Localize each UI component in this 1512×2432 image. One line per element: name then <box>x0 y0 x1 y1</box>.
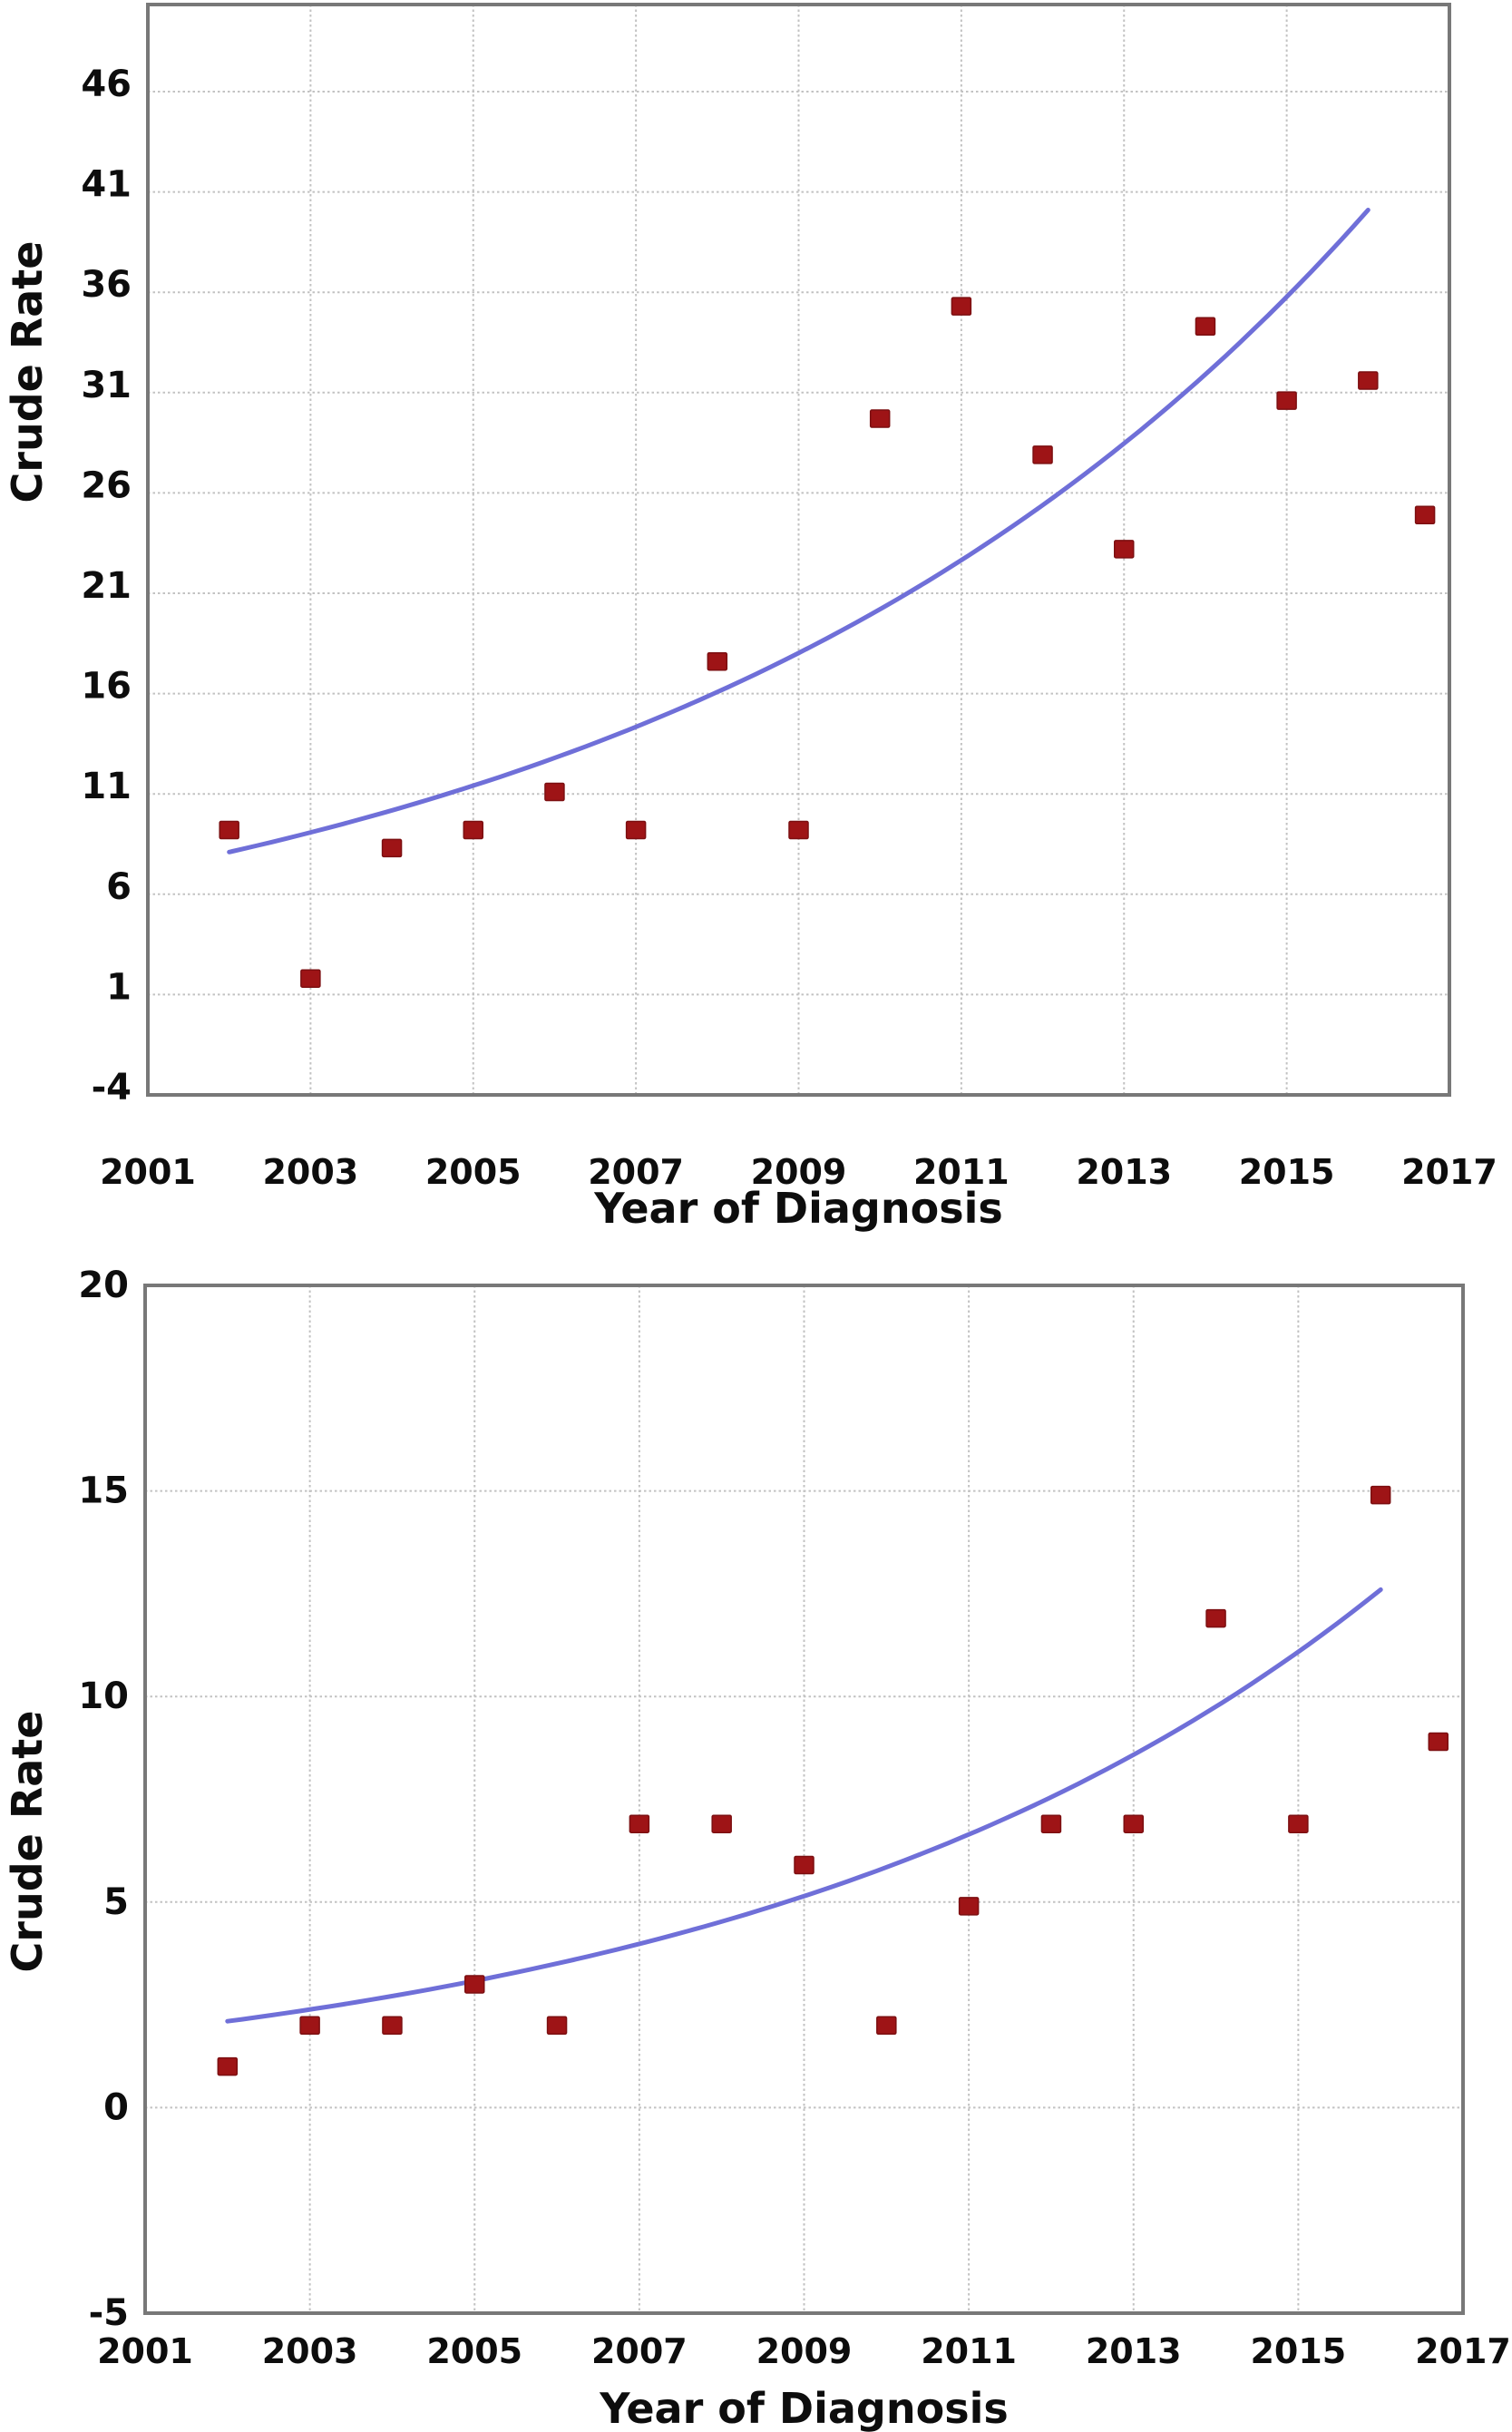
data-point <box>629 1814 650 1833</box>
y-tick-label: 11 <box>81 766 132 807</box>
data-point <box>381 838 403 858</box>
data-point <box>951 297 972 316</box>
y-tick-label: 31 <box>81 365 132 406</box>
y-tick-label: 5 <box>103 1881 129 1923</box>
x-axis-title: Year of Diagnosis <box>599 2384 1008 2432</box>
data-point <box>958 1897 980 1916</box>
x-tick-label: 2007 <box>588 1152 684 1192</box>
data-point <box>1370 1485 1391 1505</box>
y-tick-label: 21 <box>81 565 132 607</box>
x-tick-label: 2015 <box>1250 2331 1346 2371</box>
x-tick-label: 2001 <box>97 2331 193 2371</box>
x-tick-label: 2003 <box>262 2331 358 2371</box>
plot-border <box>143 1284 1465 2315</box>
data-point <box>1288 1814 1309 1833</box>
x-tick-label: 2009 <box>751 1152 847 1192</box>
x-tick-label: 2015 <box>1239 1152 1335 1192</box>
data-point <box>625 820 647 840</box>
data-point <box>869 409 891 428</box>
y-tick-label: 41 <box>81 164 132 206</box>
y-tick-label: 1 <box>106 966 132 1008</box>
y-axis-title: Crude Rate <box>3 241 52 503</box>
x-tick-label: 2011 <box>921 2331 1017 2371</box>
data-point <box>463 820 483 840</box>
y-tick-label: 20 <box>78 1265 129 1306</box>
y-tick-label: 0 <box>103 2086 129 2128</box>
y-tick-label: 26 <box>81 464 132 506</box>
x-tick-label: 2005 <box>426 2331 522 2371</box>
x-tick-label: 2013 <box>1076 1152 1172 1192</box>
data-point <box>546 2016 568 2036</box>
data-point <box>794 1855 815 1875</box>
y-tick-label: 6 <box>106 866 132 908</box>
x-tick-label: 2013 <box>1086 2331 1182 2371</box>
data-point <box>1123 1814 1144 1833</box>
data-point <box>219 820 239 840</box>
y-tick-label: 36 <box>81 264 132 306</box>
data-point <box>1428 1732 1449 1752</box>
data-point <box>1276 391 1297 410</box>
data-point <box>1414 505 1436 524</box>
plot-border <box>146 3 1451 1097</box>
y-tick-label: -5 <box>89 2292 129 2334</box>
y-tick-label: 16 <box>81 666 132 708</box>
data-point <box>876 2016 897 2036</box>
data-point <box>382 2016 403 2036</box>
x-tick-label: 2011 <box>913 1152 1010 1192</box>
data-point <box>1358 371 1379 390</box>
y-tick-label: -4 <box>92 1067 132 1109</box>
trend-line <box>227 208 1371 855</box>
data-point <box>1032 445 1053 464</box>
y-tick-label: 46 <box>81 63 132 105</box>
data-point <box>1040 1814 1062 1833</box>
data-point <box>299 2016 320 2036</box>
data-point <box>1195 317 1216 337</box>
data-point <box>1114 540 1135 559</box>
data-point <box>544 782 565 802</box>
data-point <box>711 1814 732 1833</box>
data-point <box>788 820 809 840</box>
x-tick-label: 2017 <box>1415 2331 1511 2371</box>
x-tick-label: 2005 <box>425 1152 522 1192</box>
data-point <box>217 2056 239 2076</box>
data-point <box>707 651 728 671</box>
y-axis-title: Crude Rate <box>3 1711 52 1973</box>
x-tick-label: 2007 <box>591 2331 688 2371</box>
x-axis-title: Year of Diagnosis <box>593 1184 1002 1233</box>
x-tick-label: 2003 <box>262 1152 358 1192</box>
data-point <box>464 1975 485 1994</box>
x-tick-label: 2001 <box>100 1152 196 1192</box>
y-tick-label: 10 <box>78 1675 129 1717</box>
x-tick-label: 2009 <box>756 2331 853 2371</box>
y-tick-label: 15 <box>78 1470 129 1512</box>
x-tick-label: 2017 <box>1401 1152 1497 1192</box>
trend-line <box>225 1587 1383 2024</box>
data-point <box>300 969 321 988</box>
data-point <box>1205 1608 1226 1628</box>
